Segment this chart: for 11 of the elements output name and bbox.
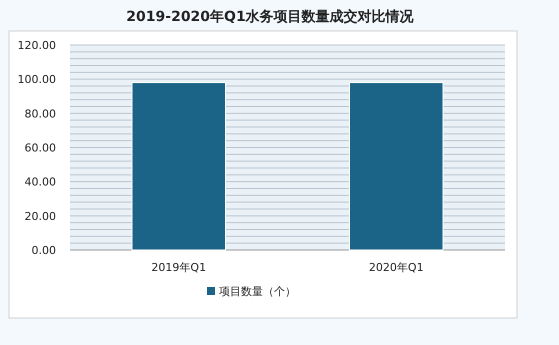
y-tick-label: 80.00 xyxy=(24,107,56,120)
y-tick-label: 60.00 xyxy=(24,142,56,154)
chart-title: 2019-2020年Q1水务项目数量成交对比情况 xyxy=(126,8,415,25)
y-tick-label: 20.00 xyxy=(24,210,56,223)
x-tick-label: 2020年Q1 xyxy=(368,261,424,274)
y-tick-label: 40.00 xyxy=(24,176,56,189)
legend-label: 项目数量（个） xyxy=(219,285,296,298)
y-tick-label: 120.00 xyxy=(18,39,56,52)
y-tick-label: 100.00 xyxy=(18,73,56,86)
y-tick-label: 0.00 xyxy=(32,244,56,257)
x-tick-label: 2019年Q1 xyxy=(151,261,206,274)
